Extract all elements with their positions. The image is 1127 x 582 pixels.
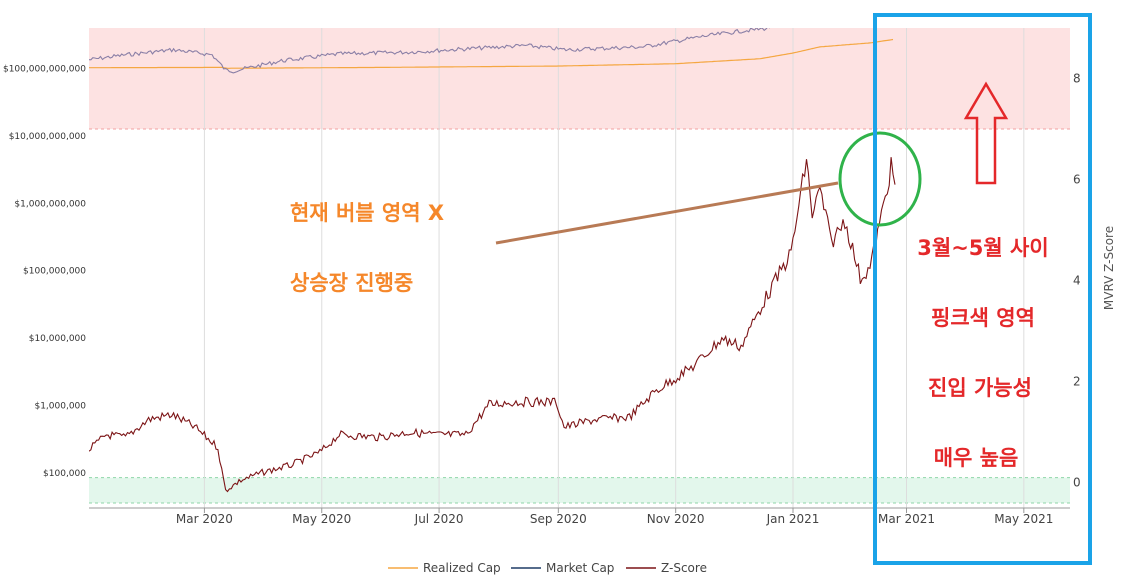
y-right-tick-label: 6 (1073, 173, 1081, 187)
x-tick-label: May 2020 (292, 512, 351, 526)
x-tick-label: Mar 2020 (176, 512, 233, 526)
forecast-box (873, 13, 1092, 565)
y-left-tick-label: $10,000,000 (29, 334, 87, 344)
x-tick-label: Nov 2020 (647, 512, 705, 526)
series-line-market-cap (89, 28, 770, 74)
annotation-text-entry-possibility: 진입 가능성 (928, 376, 1032, 400)
y-left-tick-label: $1,000,000 (34, 401, 86, 411)
y-right-tick-label: 4 (1073, 274, 1081, 288)
green-highlight-circle (838, 131, 922, 227)
legend-label-market-cap[interactable]: Market Cap (546, 561, 614, 575)
x-tick-label: May 2021 (994, 512, 1053, 526)
x-tick-label: Mar 2021 (878, 512, 935, 526)
y-left-tick-label: $100,000 (43, 469, 86, 479)
annotation-pointer-line (495, 181, 839, 245)
x-tick-label: Jul 2020 (414, 512, 464, 526)
y-right-tick-label: 0 (1073, 476, 1081, 490)
y-right-tick-label: 8 (1073, 72, 1081, 86)
x-tick-label: Jan 2021 (766, 512, 820, 526)
annotation-text-uptrend: 상승장 진행중 (290, 271, 413, 295)
y-left-tick-label: $1,000,000,000 (14, 199, 86, 209)
annotation-text-mar-may: 3월~5월 사이 (917, 236, 1048, 260)
legend: Realized Cap Market Cap Z-Score (388, 561, 707, 575)
annotation-text-pink-zone: 핑크색 영역 (931, 306, 1035, 330)
legend-label-z-score[interactable]: Z-Score (661, 561, 707, 575)
zone-green (89, 477, 1070, 503)
x-tick-label: Sep 2020 (530, 512, 587, 526)
annotation-text-very-high: 매우 높음 (934, 446, 1019, 470)
y-left-tick-label: $10,000,000,000 (9, 132, 87, 142)
legend-label-realized-cap[interactable]: Realized Cap (423, 561, 501, 575)
series-line-z-score (89, 157, 896, 493)
y-left-tick-label: $100,000,000,000 (3, 65, 86, 75)
annotation-text-no-bubble: 현재 버블 영역 X (290, 201, 444, 225)
up-arrow-icon (963, 81, 1009, 185)
y-right-tick-label: 2 (1073, 375, 1081, 389)
y-left-tick-label: $100,000,000 (23, 267, 86, 277)
zone-red (89, 28, 1070, 130)
y-right-axis-title: MVRV Z-Score (1102, 226, 1116, 310)
